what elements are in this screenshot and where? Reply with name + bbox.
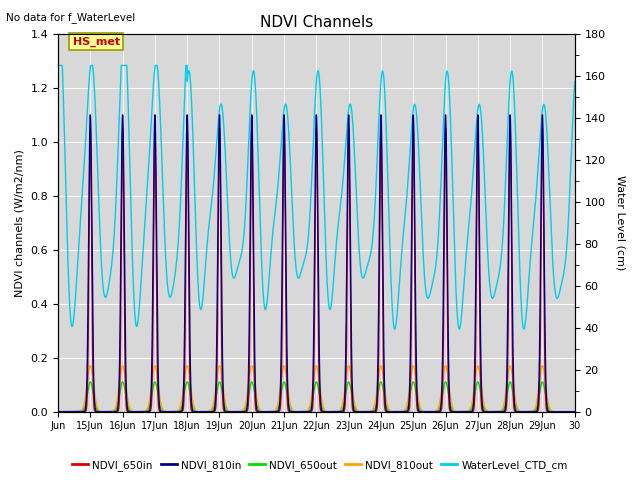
Y-axis label: Water Level (cm): Water Level (cm)	[615, 175, 625, 270]
Y-axis label: NDVI channels (W/m2/nm): NDVI channels (W/m2/nm)	[15, 149, 25, 297]
Legend: NDVI_650in, NDVI_810in, NDVI_650out, NDVI_810out, WaterLevel_CTD_cm: NDVI_650in, NDVI_810in, NDVI_650out, NDV…	[68, 456, 572, 475]
Title: NDVI Channels: NDVI Channels	[260, 15, 373, 30]
Text: No data for f_WaterLevel: No data for f_WaterLevel	[6, 12, 136, 23]
Text: HS_met: HS_met	[72, 37, 120, 47]
